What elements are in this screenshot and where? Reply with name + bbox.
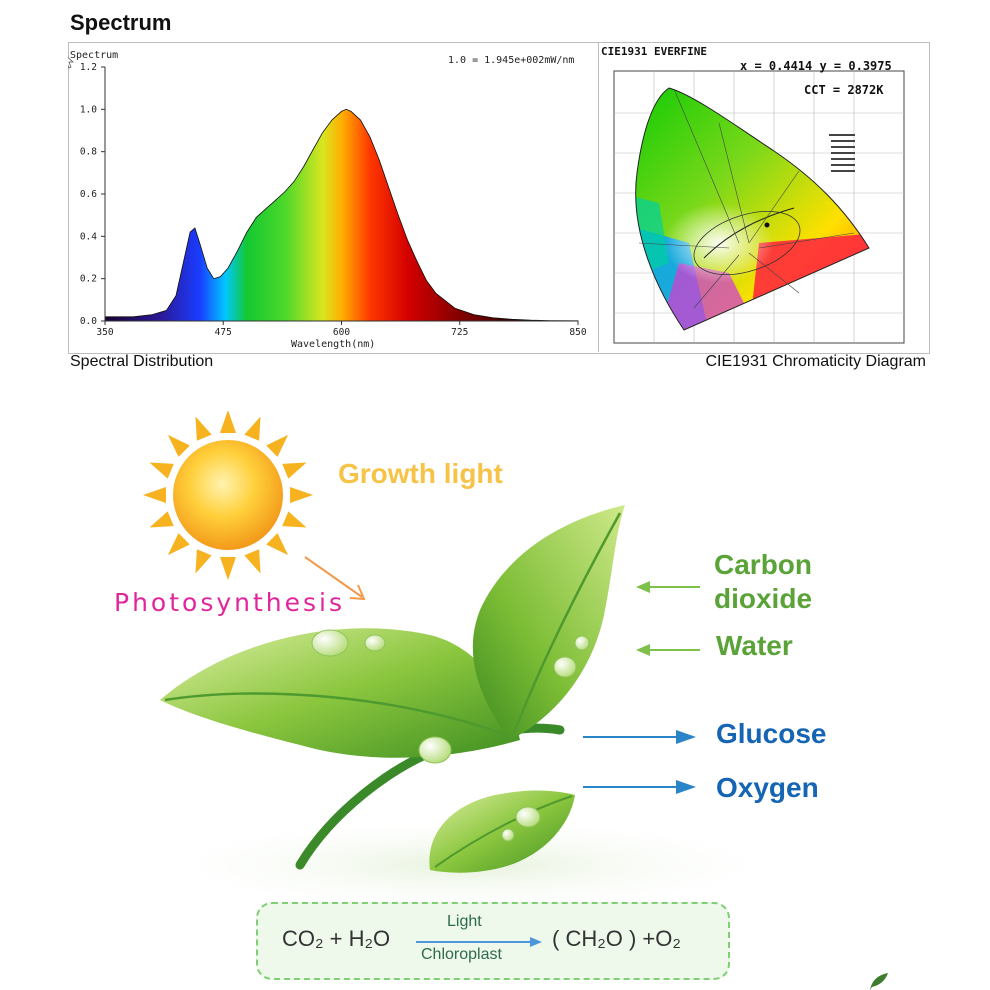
water-droplets — [311, 629, 590, 842]
y-tick-label: 1.2 — [80, 62, 97, 73]
input-arrows — [636, 581, 700, 656]
y-tick-label: 0.0 — [80, 316, 97, 327]
y-tick-label: 0.4 — [80, 231, 97, 242]
water-label: Water — [716, 630, 793, 661]
corner-sprout-icon — [870, 973, 888, 990]
cie-region-outline — [693, 211, 801, 275]
cursor-icon — [68, 57, 75, 69]
spectrum-title: Spectrum — [70, 50, 118, 61]
equation-arrow — [416, 937, 542, 947]
cie-cct-readout: CCT = 2872K — [804, 83, 884, 97]
oxygen-label: Oxygen — [716, 772, 819, 803]
y-tick-label: 0.8 — [80, 147, 97, 158]
page-title: Spectrum — [70, 10, 172, 35]
x-tick-label: 725 — [451, 327, 468, 338]
spectrum-chart: 0.0 0.2 0.4 0.6 0.8 1.0 1.2 350 475 600 725 850 Sp… — [68, 50, 587, 350]
y-tick-label: 0.2 — [80, 274, 97, 285]
cie-chromaticity-diagram — [613, 70, 905, 344]
cie-region-lines — [638, 88, 855, 309]
panel-divider — [598, 42, 599, 352]
photosynthesis-label: Photosynthesis — [114, 588, 346, 617]
output-arrows — [583, 730, 696, 794]
cie-legend-box — [829, 134, 855, 172]
equation-condition-light: Light — [447, 913, 482, 930]
bottom-leaf — [429, 790, 575, 873]
spectrum-area — [105, 109, 578, 321]
x-tick-label: 600 — [333, 327, 350, 338]
cie-xy-readout: x = 0.4414 y = 0.3975 — [740, 59, 892, 73]
y-tick-label: 1.0 — [80, 104, 97, 115]
spectral-distribution-caption: Spectral Distribution — [70, 353, 214, 370]
spectrum-line — [104, 108, 579, 322]
sun-icon — [143, 410, 313, 580]
cie-diagram-caption: CIE1931 Chromaticity Diagram — [705, 353, 926, 370]
x-tick-label: 475 — [215, 327, 232, 338]
carbon-dioxide-label: Carbon dioxide — [714, 549, 813, 614]
cie-title: CIE1931 EVERFINE — [601, 45, 707, 58]
sunlight-arrow — [304, 556, 366, 601]
equation-condition-chloroplast: Chloroplast — [421, 946, 502, 963]
measured-point-marker — [764, 222, 770, 228]
equation-reactants: CO₂ + H₂O — [282, 926, 391, 951]
y-tick-label: 0.6 — [80, 189, 97, 200]
glucose-label: Glucose — [716, 718, 827, 749]
top-leaf — [472, 505, 625, 740]
photosynthesis-illustration — [140, 410, 888, 990]
x-tick-label: 850 — [569, 327, 586, 338]
left-leaf — [160, 628, 520, 758]
spectrum-unit-annotation: 1.0 = 1.945e+002mW/nm — [448, 55, 574, 66]
spectrum-xlabel: Wavelength(nm) — [291, 339, 375, 350]
equation-products: ( CH₂O ) +O₂ — [552, 926, 681, 951]
growth-light-label: Growth light — [338, 458, 503, 489]
x-tick-label: 350 — [96, 327, 113, 338]
